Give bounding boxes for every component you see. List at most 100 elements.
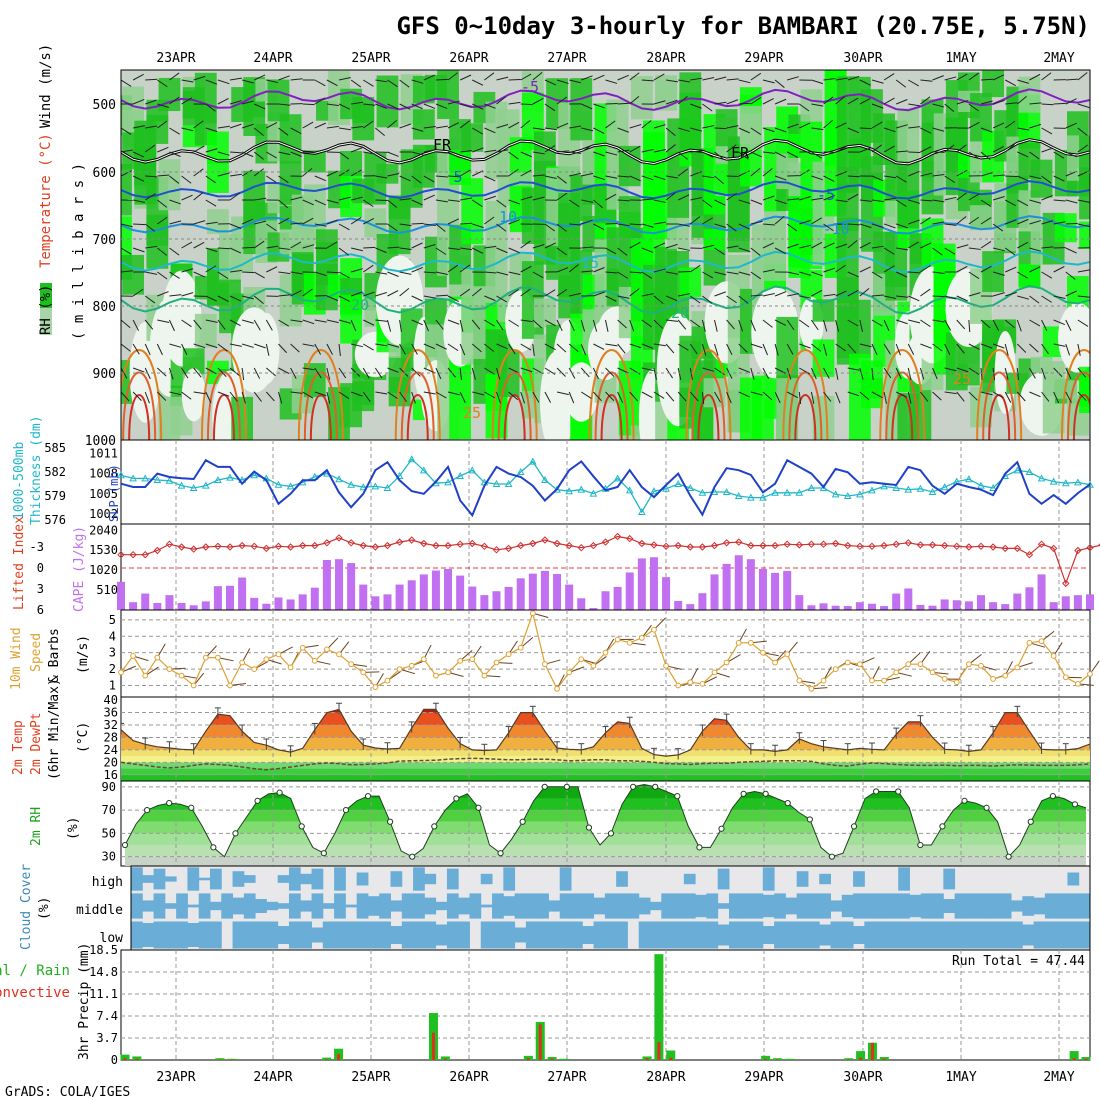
lifted-index-point <box>1049 544 1058 553</box>
wind-barb <box>242 271 255 274</box>
cape-bar <box>1037 574 1046 610</box>
lifted-index-point <box>807 540 816 548</box>
wind-barb <box>302 391 314 399</box>
cloud-cell <box>999 893 1012 919</box>
cape-bar <box>1073 595 1082 610</box>
wind-barb <box>290 196 303 201</box>
wind-barb <box>641 175 654 181</box>
thickness-point <box>977 481 985 489</box>
wind-barb <box>121 391 130 402</box>
thickness-point <box>516 467 525 475</box>
wind-barb <box>895 175 907 183</box>
cloud-cell <box>920 893 933 919</box>
rh-fill-block <box>122 254 145 295</box>
wind-tick: 3 <box>109 646 116 660</box>
contour-label: -10 <box>822 220 849 238</box>
wind-barb <box>1065 122 1077 129</box>
cloud-cell <box>638 921 651 949</box>
wind-barb <box>980 391 993 396</box>
cloud-cell <box>334 921 346 949</box>
wind-barb <box>774 247 786 255</box>
wind-speed-point <box>408 662 415 669</box>
precip-ylabel-b: Convective <box>0 985 70 1001</box>
cloud-cell <box>819 873 832 885</box>
wind-barb <box>653 73 665 81</box>
temp-band <box>121 749 1090 757</box>
cloud-cell <box>830 921 843 949</box>
wind-barb <box>787 271 800 276</box>
wind-barb <box>399 391 408 403</box>
wind-barb <box>520 196 533 201</box>
lifted-index-point <box>1037 540 1046 548</box>
bottom-date-label: 25APR <box>351 1070 390 1085</box>
wind-barb <box>581 75 593 81</box>
wind-barb <box>399 103 411 110</box>
rh-fill-block <box>812 299 835 322</box>
cloud-cell <box>1078 921 1091 949</box>
lifted-index-point <box>529 539 537 548</box>
wind-barb <box>229 269 242 273</box>
cloud-cell <box>728 893 741 919</box>
wind-barb <box>1065 78 1078 81</box>
wind-barb <box>895 199 907 207</box>
wind-barb <box>169 127 180 135</box>
wind-barb <box>351 101 364 105</box>
wind-barb <box>144 391 150 404</box>
wind-barb <box>593 74 605 81</box>
rh-fill-block <box>364 208 387 238</box>
wind-barb <box>132 98 145 105</box>
cape-bar <box>129 602 138 610</box>
rh-fill-block <box>485 200 508 300</box>
cloud-cell <box>345 904 358 908</box>
cloud-cell <box>187 867 200 891</box>
rh-point <box>585 824 593 831</box>
lifted-index-point <box>262 544 271 553</box>
contour-label: FR <box>731 144 750 162</box>
cloud-cell <box>1033 921 1046 949</box>
wind-barb <box>883 73 895 81</box>
cape-bar <box>407 580 416 610</box>
wind-barb <box>423 295 436 299</box>
wind-barb <box>1053 295 1066 300</box>
wind-barb <box>738 247 751 253</box>
wind-barb <box>690 127 703 132</box>
top-date-label: 25APR <box>351 51 390 66</box>
wind-barb <box>290 151 302 157</box>
wind-barb <box>471 343 482 353</box>
cloud-cell <box>492 893 504 919</box>
thickness-point <box>444 478 452 486</box>
wind-barb <box>968 292 981 297</box>
wind-barb <box>920 242 932 249</box>
rh-point <box>342 807 350 814</box>
wind-barb <box>908 79 919 87</box>
cloud-cell <box>401 893 414 919</box>
precip-conv-bar <box>337 1054 341 1060</box>
wind-barb <box>895 367 902 380</box>
wind-barb <box>932 319 945 323</box>
wind-barb <box>496 247 508 254</box>
wind-barb <box>302 343 315 347</box>
cape-bar <box>1086 594 1094 610</box>
wind-barb <box>508 219 520 225</box>
lifted-index-point <box>432 541 440 550</box>
wind-barb <box>750 220 763 225</box>
wind-barb <box>750 72 762 81</box>
wind-barb <box>726 319 735 330</box>
wind-barb <box>1041 295 1052 303</box>
wind-barb <box>968 72 979 81</box>
rh-fill-block <box>231 396 254 440</box>
wind-barb <box>411 151 424 156</box>
wind-barb <box>266 223 277 232</box>
wind-barb <box>399 175 411 182</box>
wind-barb <box>1077 391 1087 401</box>
wind-barb <box>169 220 182 225</box>
wind-barb <box>314 319 327 323</box>
wind-barb <box>786 343 794 355</box>
wind-barb <box>629 72 640 81</box>
rh-point <box>895 788 902 795</box>
wind-speed-point <box>808 685 815 692</box>
lifted-index-point <box>880 541 888 550</box>
wind-barb <box>835 367 839 380</box>
wind-barb <box>702 175 715 179</box>
wind-barb <box>944 144 955 153</box>
